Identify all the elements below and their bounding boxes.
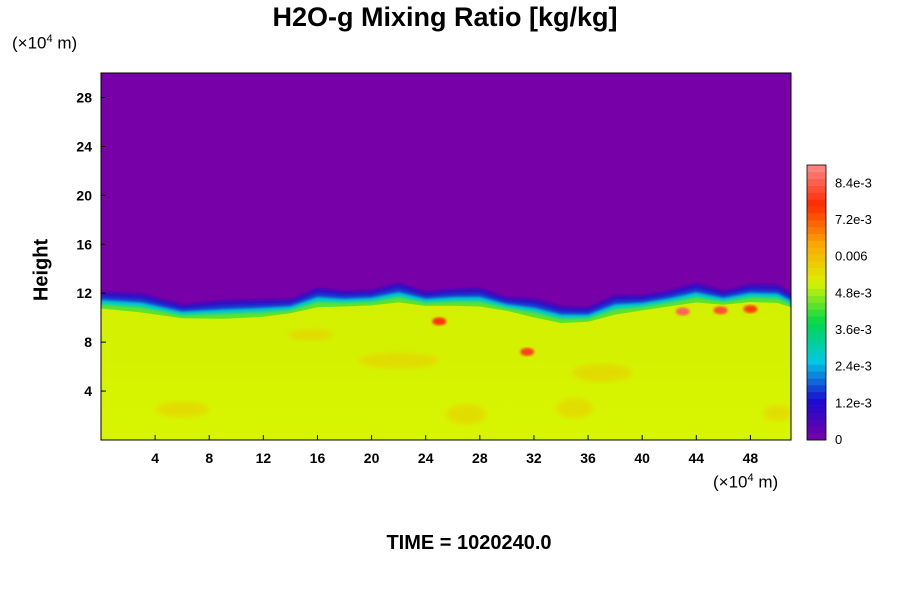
colorbar-tick-label: 3.6e-3 [835, 322, 872, 337]
colorbar-segment [807, 213, 826, 221]
colorbar-segment [807, 165, 826, 173]
colorbar-segment [807, 192, 826, 200]
x-unit-suffix: m) [753, 472, 779, 492]
colorbar-segment [807, 199, 826, 207]
colorbar: 0 1.2e-3 2.4e-3 3.6e-3 4.8e-3 0.006 7.2e-3 8.4e… [806, 164, 872, 447]
x-tick-label: 12 [256, 450, 272, 466]
colorbar-segment [807, 295, 826, 303]
x-tick-label: 44 [689, 450, 705, 466]
y-tick-label: 8 [84, 334, 92, 350]
eddy-5 [763, 405, 791, 422]
colorbar-segment [807, 378, 826, 386]
colorbar-segment [807, 350, 826, 358]
colorbar-segment [807, 330, 826, 338]
hotspot-3 [675, 307, 690, 316]
time-caption: TIME = 1020240.0 [386, 532, 552, 554]
x-axis: 4 8 12 16 20 24 28 32 36 40 44 48 [151, 435, 758, 466]
colorbar-segment [807, 275, 826, 283]
colorbar-tick-label: 4.8e-3 [835, 285, 872, 300]
eddy-6 [571, 363, 632, 382]
colorbar-segment [807, 302, 826, 310]
colorbar-segment [807, 426, 826, 434]
y-tick-label: 24 [76, 138, 92, 154]
x-tick-label: 24 [418, 450, 434, 466]
y-unit-suffix: m) [52, 33, 78, 53]
colorbar-frame [806, 164, 827, 441]
y-axis-unit: (×104 m) [12, 33, 77, 54]
colorbar-segment [807, 288, 826, 296]
eddy-7 [358, 352, 439, 369]
colorbar-segment [807, 364, 826, 372]
x-tick-label: 28 [472, 450, 488, 466]
colorbar-segment [807, 240, 826, 248]
colorbar-segment [807, 268, 826, 276]
colorbar-segment [807, 391, 826, 400]
colorbar-tick-label: 2.4e-3 [835, 359, 872, 374]
x-tick-label: 40 [634, 450, 650, 466]
eddy-1 [156, 401, 209, 418]
colorbar-segment [807, 220, 826, 228]
x-tick-label: 20 [364, 450, 380, 466]
x-tick-label: 4 [151, 450, 159, 466]
plot-frame [100, 72, 792, 441]
hotspot-2 [520, 347, 535, 356]
y-tick-label: 12 [76, 285, 92, 301]
colorbar-segment [807, 233, 826, 241]
colorbar-segment [807, 185, 826, 193]
eddy-2 [288, 328, 333, 341]
colorbar-segment [807, 357, 826, 365]
colorbar-segment [807, 281, 826, 290]
chart-title: H2O-g Mixing Ratio [kg/kg] [272, 2, 618, 32]
colorbar-tick-label: 7.2e-3 [835, 212, 872, 227]
colorbar-segment [807, 323, 826, 331]
colorbar-tick-label: 1.2e-3 [835, 395, 872, 410]
colorbar-tick-label: 8.4e-3 [835, 175, 872, 190]
y-tick-label: 28 [76, 89, 92, 105]
hotspot-1 [432, 317, 447, 326]
colorbar-segment [807, 261, 826, 269]
colorbar-segment [807, 178, 826, 186]
x-tick-label: 48 [743, 450, 759, 466]
x-axis-unit: (×104 m) [713, 472, 778, 493]
colorbar-segment [807, 206, 826, 214]
moist-lower-layer [101, 302, 791, 440]
colorbar-segment [807, 343, 826, 351]
x-tick-label: 32 [526, 450, 542, 466]
colorbar-segment [807, 336, 826, 345]
y-tick-label: 4 [84, 383, 92, 399]
colorbar-tick-label: 0.006 [835, 249, 868, 264]
colorbar-segment [807, 433, 826, 441]
colorbar-segment [807, 254, 826, 262]
colorbar-segment [807, 398, 826, 406]
colorbar-segment [807, 385, 826, 393]
colorbar-segment [807, 226, 826, 235]
y-unit-exponent: 4 [46, 33, 53, 45]
y-tick-label: 16 [76, 236, 92, 252]
colorbar-segment [807, 309, 826, 317]
colorbar-tick-label: 0 [835, 432, 842, 447]
y-axis: 4 8 12 16 20 24 28 [76, 89, 106, 399]
colorbar-segment [807, 316, 826, 324]
x-tick-label: 16 [310, 450, 326, 466]
x-tick-label: 36 [580, 450, 596, 466]
hotspot-4 [713, 306, 728, 315]
hotspot-5 [743, 305, 758, 314]
colorbar-segment [807, 171, 826, 180]
plot-area [101, 73, 791, 440]
colorbar-segment [807, 412, 826, 420]
eddy-4 [556, 398, 593, 419]
y-tick-label: 20 [76, 187, 92, 203]
x-tick-label: 8 [205, 450, 213, 466]
colorbar-segment [807, 247, 826, 255]
eddy-3 [446, 404, 487, 425]
y-unit-prefix: (×10 [12, 33, 47, 53]
x-unit-prefix: (×10 [713, 472, 748, 492]
colorbar-segment [807, 419, 826, 427]
colorbar-segment [807, 405, 826, 413]
colorbar-segment [807, 371, 826, 379]
x-unit-exponent: 4 [747, 472, 754, 484]
